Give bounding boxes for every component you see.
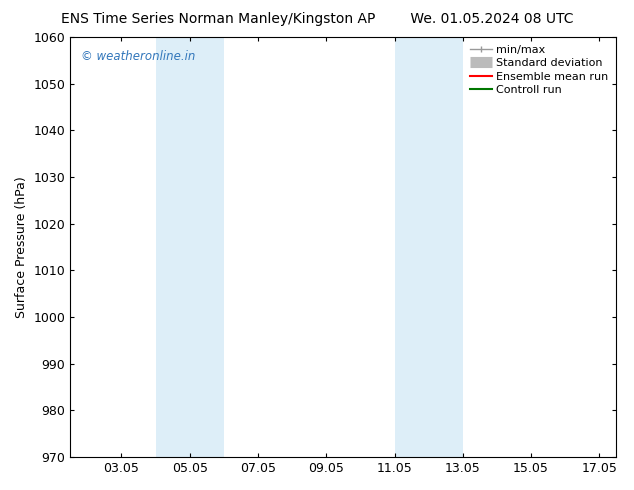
Legend: min/max, Standard deviation, Ensemble mean run, Controll run: min/max, Standard deviation, Ensemble me… [465, 41, 613, 99]
Bar [155, 37, 224, 457]
Bar [394, 37, 463, 457]
Text: © weatheronline.in: © weatheronline.in [81, 50, 196, 63]
Y-axis label: Surface Pressure (hPa): Surface Pressure (hPa) [15, 176, 28, 318]
Text: ENS Time Series Norman Manley/Kingston AP        We. 01.05.2024 08 UTC: ENS Time Series Norman Manley/Kingston A… [61, 12, 573, 26]
